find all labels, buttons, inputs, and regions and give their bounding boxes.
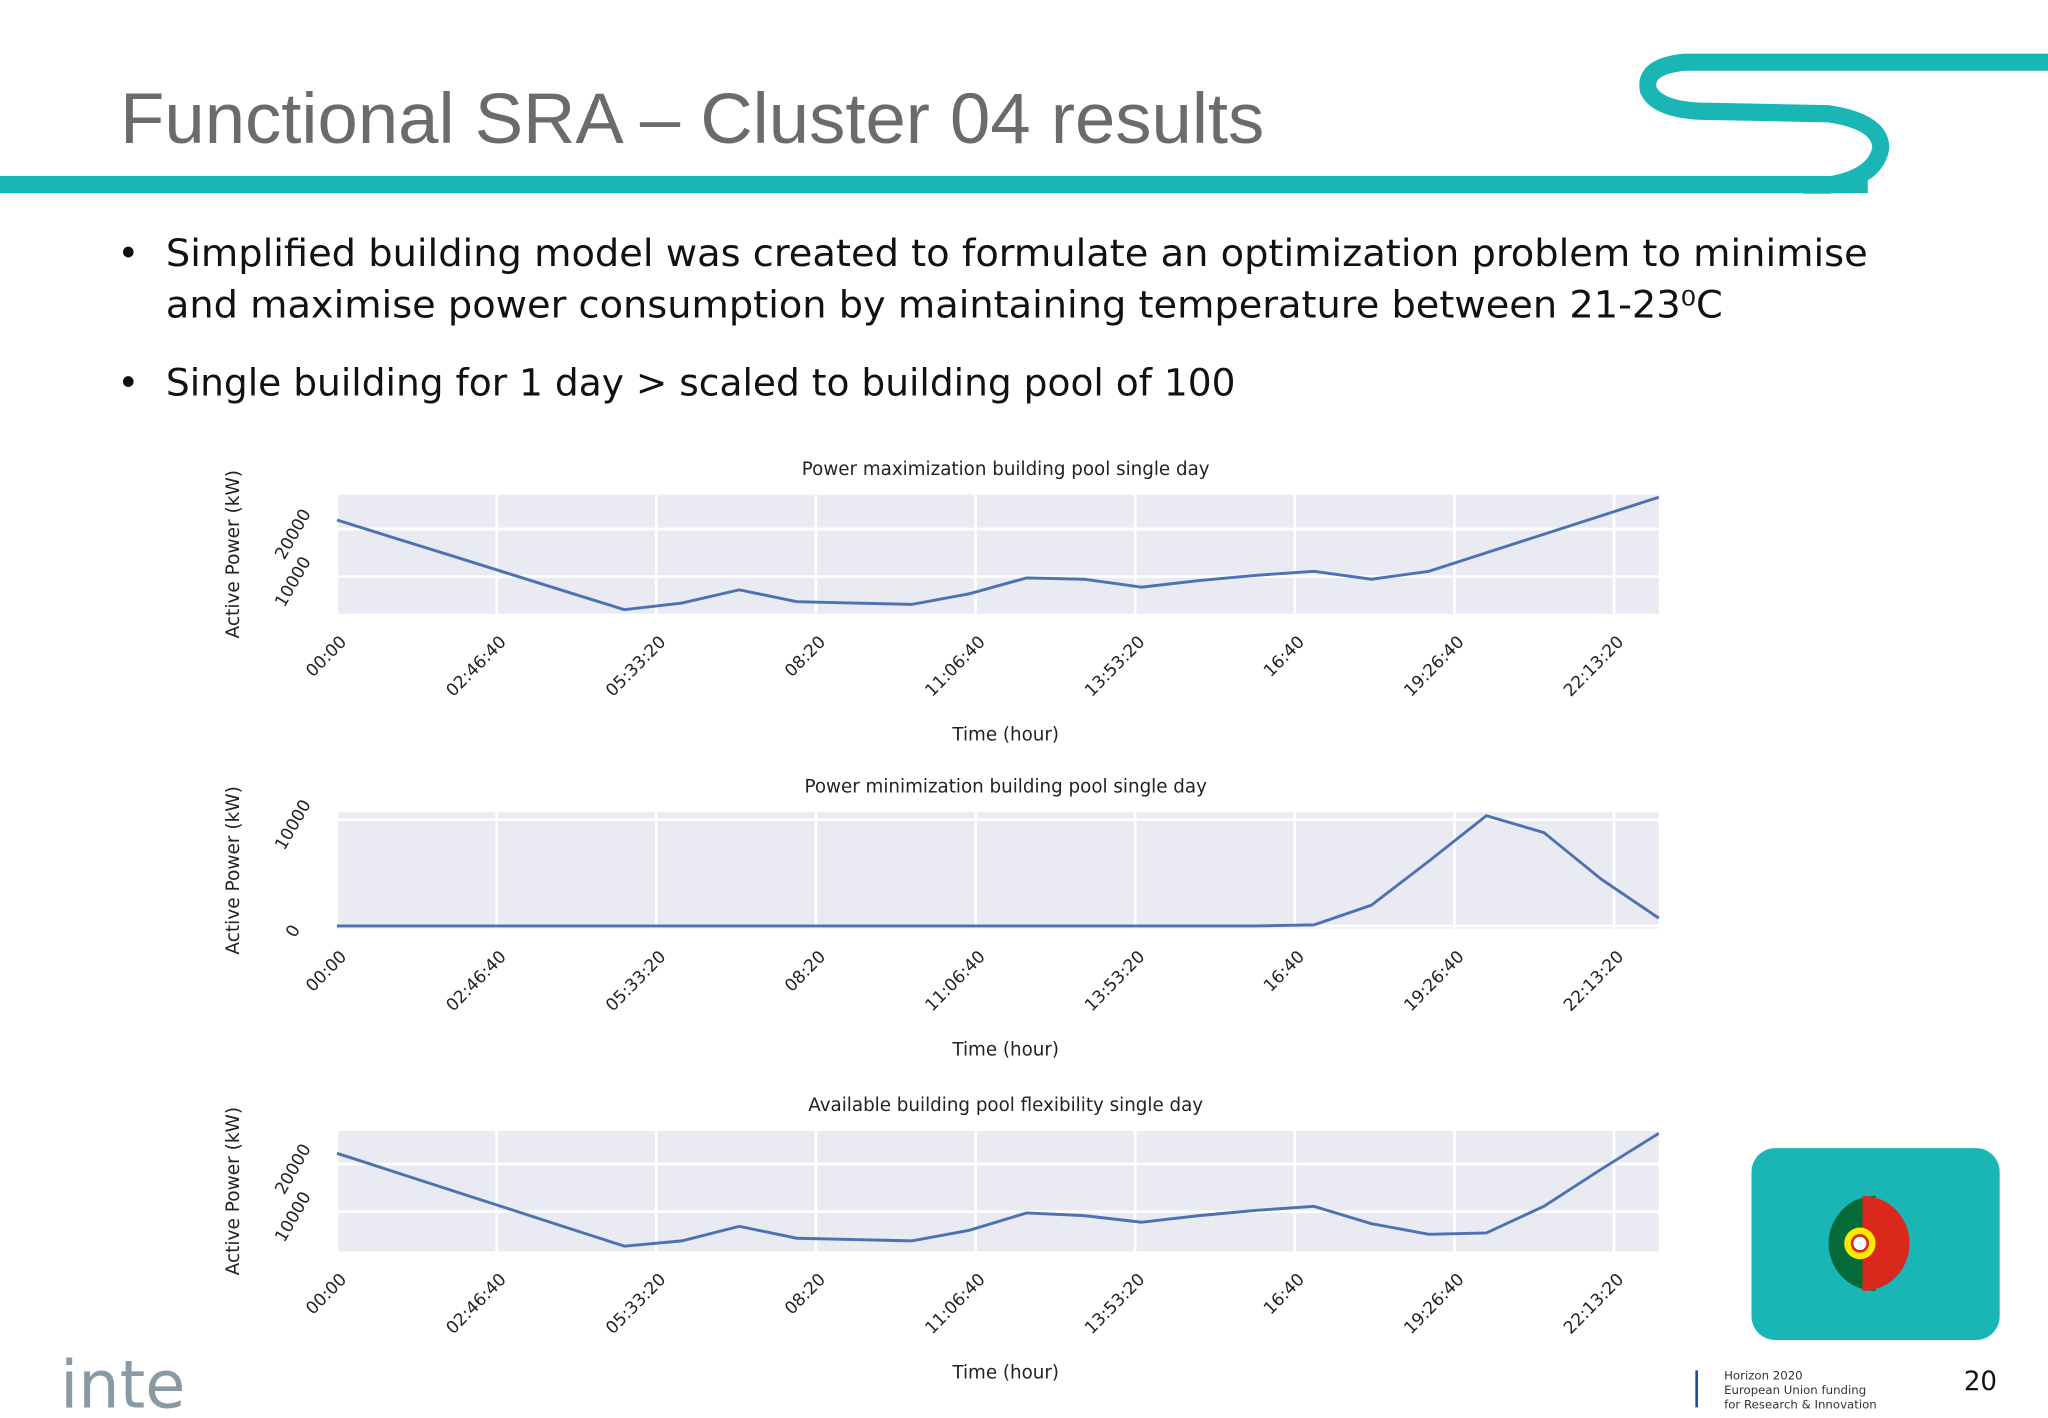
slide-title: Functional SRA – Cluster 04 results <box>120 79 1264 158</box>
x-tick-label: 22:13:20 <box>1560 947 1628 1016</box>
bullet-text: and maximise power consumption by mainta… <box>166 283 1723 326</box>
y-axis-label: Active Power (kW) <box>223 1107 244 1275</box>
x-tick-label: 19:26:40 <box>1400 632 1468 701</box>
x-tick-label: 02:46:40 <box>443 947 511 1016</box>
y-tick-label: 10000 <box>271 796 315 853</box>
x-tick-label: 05:33:20 <box>602 1270 670 1339</box>
x-tick-label: 22:13:20 <box>1560 632 1628 701</box>
flag-shield <box>1850 1234 1870 1253</box>
x-tick-label: 11:06:40 <box>922 632 990 701</box>
x-tick-label: 19:26:40 <box>1400 1270 1468 1339</box>
x-axis-label: Time (hour) <box>951 1362 1059 1383</box>
x-tick-label: 00:00 <box>302 632 351 681</box>
logo-text: inte <box>60 1347 185 1418</box>
logo-swoosh <box>1639 53 2048 194</box>
y-tick-label: 20000 <box>271 506 315 563</box>
flag-red <box>1862 1195 1910 1292</box>
x-tick-label: 02:46:40 <box>443 1270 511 1339</box>
x-tick-label: 00:00 <box>302 947 351 996</box>
funding-text: European Union funding <box>1724 1383 1866 1397</box>
plot-area <box>336 494 1659 614</box>
x-tick-label: 13:53:20 <box>1081 632 1149 701</box>
funding-text: Horizon 2020 <box>1724 1369 1803 1383</box>
y-tick-label: 10000 <box>271 553 315 610</box>
x-tick-label: 22:13:20 <box>1560 1270 1628 1339</box>
x-axis-label: Time (hour) <box>951 725 1059 746</box>
bullet-text: Single building for 1 day > scaled to bu… <box>166 361 1236 404</box>
x-tick-label: 05:33:20 <box>602 632 670 701</box>
bullet-dot: • <box>118 361 140 404</box>
x-tick-label: 00:00 <box>302 1270 351 1319</box>
y-axis-label: Active Power (kW) <box>223 786 244 954</box>
x-tick-label: 13:53:20 <box>1081 1270 1149 1339</box>
x-tick-label: 16:40 <box>1260 632 1309 681</box>
y-axis-label: Active Power (kW) <box>223 470 244 638</box>
x-tick-label: 16:40 <box>1260 947 1309 996</box>
x-tick-label: 19:26:40 <box>1400 947 1468 1016</box>
x-tick-label: 08:20 <box>781 947 830 996</box>
y-tick-label: 0 <box>282 922 305 942</box>
chart-title: Power minimization building pool single … <box>804 776 1207 797</box>
data-line <box>336 1132 1660 1248</box>
x-tick-label: 08:20 <box>781 1270 830 1319</box>
bullet-dot: • <box>118 232 140 275</box>
data-line <box>336 814 1660 928</box>
y-tick-label: 10000 <box>271 1188 315 1245</box>
plot-area <box>336 1130 1659 1252</box>
x-tick-label: 13:53:20 <box>1081 947 1149 1016</box>
x-tick-label: 02:46:40 <box>443 632 511 701</box>
x-tick-label: 11:06:40 <box>922 947 990 1016</box>
data-line <box>336 495 1660 612</box>
chart-title: Power maximization building pool single … <box>802 459 1210 480</box>
x-tick-label: 16:40 <box>1260 1270 1309 1319</box>
x-axis-label: Time (hour) <box>951 1039 1059 1060</box>
x-tick-label: 08:20 <box>781 632 830 681</box>
charts: Power maximization building pool single … <box>223 459 1660 1383</box>
y-tick-label: 20000 <box>271 1141 315 1198</box>
plot-area <box>336 812 1659 929</box>
page-number: 20 <box>1964 1367 1997 1397</box>
bullet-text: Simplified building model was created to… <box>166 232 1868 275</box>
x-tick-label: 05:33:20 <box>602 947 670 1016</box>
header-bar <box>0 175 1868 194</box>
x-tick-label: 11:06:40 <box>922 1270 990 1339</box>
chart-title: Available building pool flexibility sing… <box>808 1095 1203 1116</box>
funding-text: for Research & Innovation <box>1724 1398 1877 1412</box>
logo-crop <box>193 1335 220 1418</box>
